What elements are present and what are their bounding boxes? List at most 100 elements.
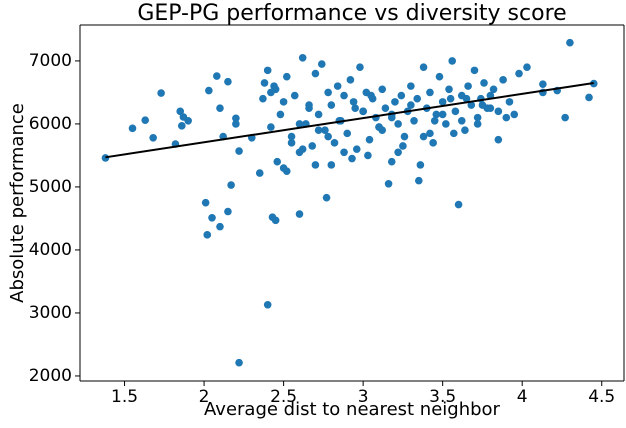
point — [267, 123, 275, 131]
chart-title: GEP-PG performance vs diversity score — [137, 1, 566, 26]
point — [415, 176, 423, 185]
x-tick-label: 3.5 — [429, 387, 456, 407]
point — [317, 60, 326, 68]
point — [295, 210, 304, 218]
point — [539, 80, 547, 89]
point — [287, 132, 296, 141]
y-tick-label: 5000 — [29, 177, 72, 197]
y-tick-label: 3000 — [29, 303, 72, 323]
point — [438, 110, 447, 119]
point — [416, 161, 425, 169]
point — [212, 72, 221, 80]
point — [494, 135, 503, 144]
point — [561, 113, 569, 122]
point — [419, 63, 428, 72]
point — [273, 157, 282, 166]
point — [340, 91, 348, 100]
point — [255, 169, 264, 177]
point — [298, 53, 307, 62]
point — [235, 358, 243, 367]
point — [260, 79, 269, 87]
point — [435, 72, 444, 81]
point — [343, 129, 352, 138]
x-tick-label: 2 — [199, 387, 210, 407]
point — [324, 132, 332, 141]
x-tick-label: 4.5 — [588, 387, 615, 407]
point — [407, 82, 415, 90]
point — [287, 139, 296, 147]
point — [276, 110, 285, 119]
point — [486, 104, 495, 112]
point — [333, 82, 342, 90]
point — [224, 77, 232, 86]
point — [494, 107, 503, 116]
point — [451, 107, 460, 116]
point — [413, 94, 422, 103]
point — [359, 107, 367, 116]
point — [311, 161, 320, 169]
point — [426, 88, 434, 97]
point — [356, 63, 364, 72]
point — [184, 116, 192, 125]
point — [473, 120, 482, 128]
point — [322, 193, 331, 202]
point — [442, 120, 450, 128]
point — [216, 222, 224, 231]
point — [308, 142, 317, 150]
point — [279, 164, 288, 172]
point — [364, 151, 372, 160]
point — [407, 101, 415, 109]
point — [432, 110, 441, 119]
point — [330, 139, 339, 147]
point — [346, 76, 355, 84]
point — [349, 98, 358, 106]
point — [566, 38, 574, 47]
point — [311, 69, 320, 78]
x-tick-label: 2.5 — [270, 387, 297, 407]
point — [448, 57, 457, 65]
point — [267, 88, 275, 97]
point — [457, 116, 466, 125]
point — [381, 104, 390, 112]
point — [394, 148, 402, 157]
point — [149, 133, 157, 142]
point — [502, 113, 511, 122]
point — [305, 101, 313, 109]
point — [314, 126, 323, 135]
point — [467, 101, 476, 109]
point — [101, 154, 110, 162]
point — [128, 124, 137, 133]
point — [327, 101, 336, 109]
point — [327, 161, 336, 169]
point — [489, 85, 498, 94]
x-tick-label: 1.5 — [111, 387, 138, 407]
y-tick-label: 2000 — [29, 366, 72, 386]
point — [400, 132, 409, 141]
point — [480, 79, 488, 87]
point — [438, 98, 447, 106]
point — [235, 147, 243, 155]
point — [141, 116, 150, 124]
point — [429, 139, 437, 147]
point — [384, 179, 393, 188]
point — [367, 91, 375, 100]
point — [399, 142, 407, 150]
point — [224, 207, 232, 216]
point — [232, 114, 240, 123]
point — [282, 72, 291, 81]
point — [340, 148, 348, 157]
point — [391, 98, 399, 106]
point — [430, 116, 439, 125]
x-tick-label: 3 — [358, 387, 369, 407]
point — [499, 76, 507, 84]
point — [263, 66, 272, 75]
point — [462, 94, 471, 103]
point — [290, 91, 299, 100]
fit-line — [105, 81, 594, 159]
point — [410, 116, 418, 125]
point — [515, 69, 523, 78]
point — [298, 145, 307, 153]
point — [473, 113, 482, 122]
point — [271, 216, 280, 225]
